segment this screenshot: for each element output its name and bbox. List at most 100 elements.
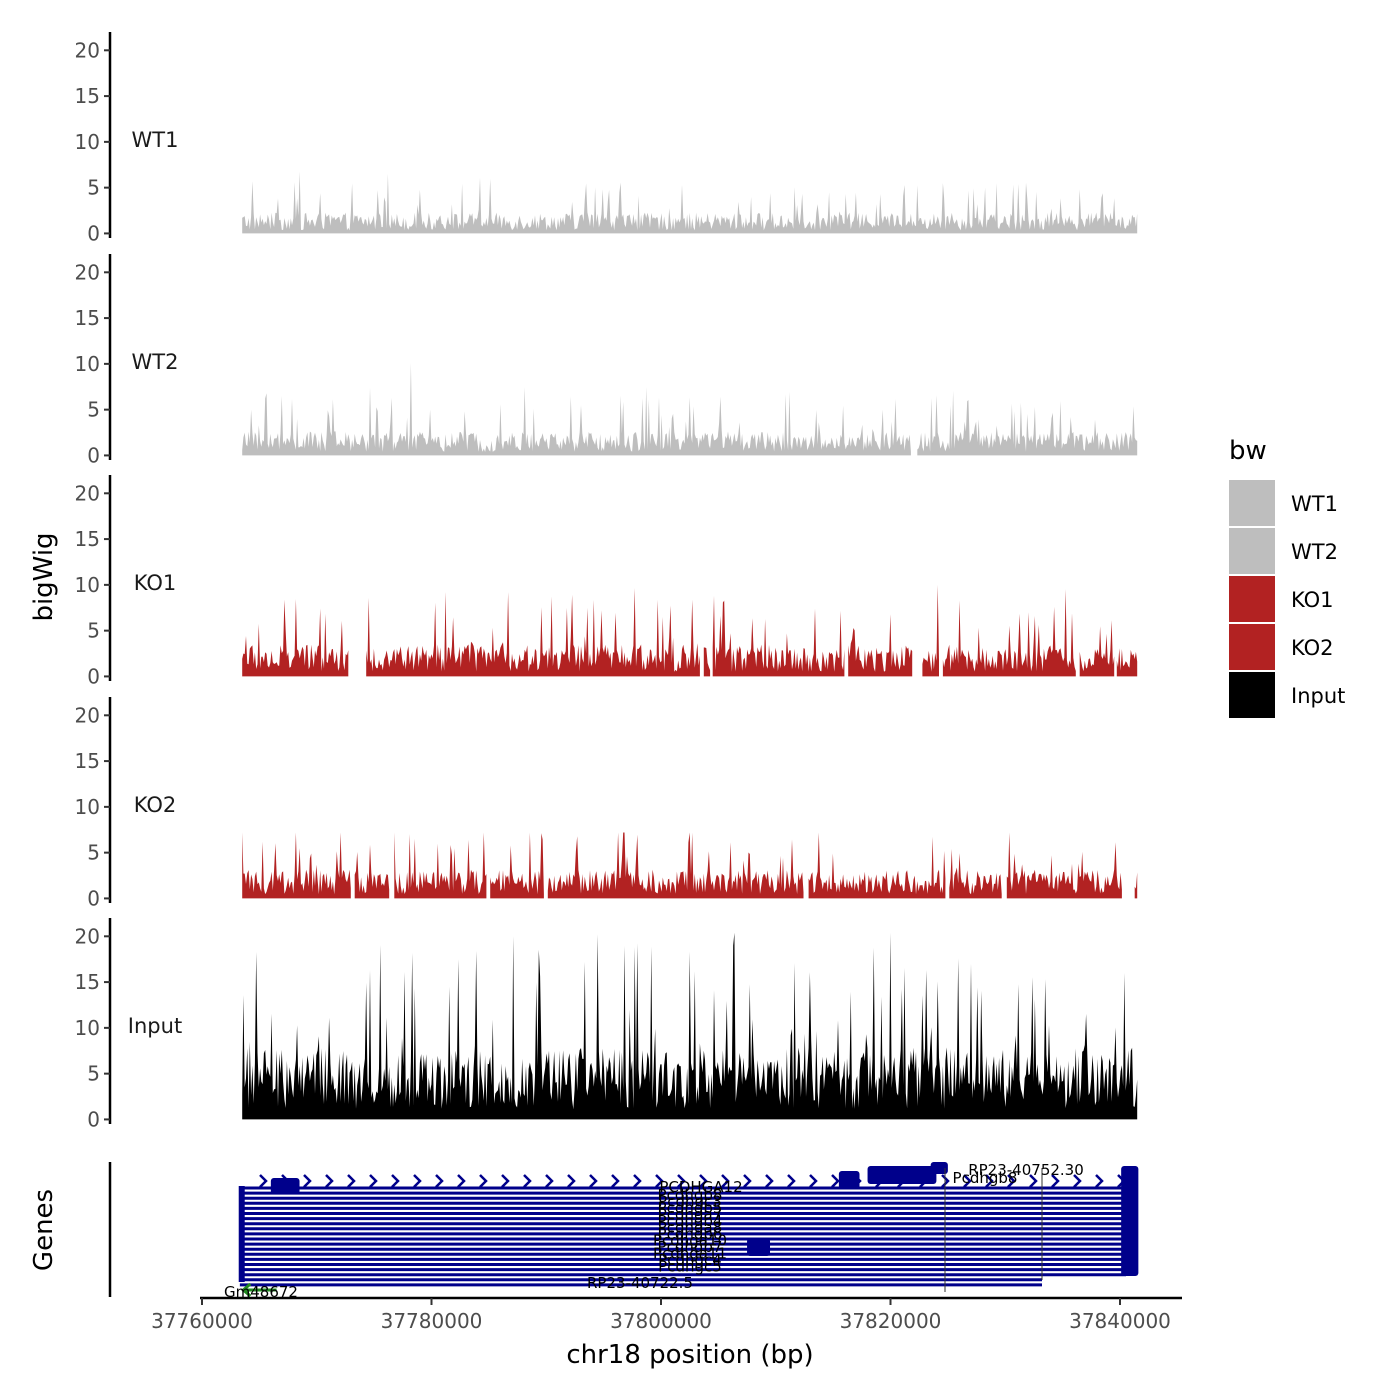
- exon-block: [930, 1162, 948, 1174]
- y-tick-label: 20: [75, 924, 100, 948]
- legend-swatch: [1229, 624, 1275, 670]
- strand-chevron: [501, 1174, 510, 1188]
- signal-area: [394, 832, 487, 899]
- y-tick-label: 15: [75, 306, 100, 330]
- y-tick-label: 20: [75, 260, 100, 284]
- gene-track: RP23-40752.30 PCDHGA12 RP23-40722.5 Gm48672…: [108, 1161, 1139, 1301]
- y-tick-label: 0: [87, 664, 100, 688]
- gene-label: Pcdhgb6: [658, 1225, 723, 1243]
- gene-label: Pcdhgc4: [658, 1251, 722, 1269]
- legend-swatch: [1229, 672, 1275, 718]
- x-tick-label: 37780000: [381, 1309, 483, 1333]
- strand-chevron: [1095, 1174, 1104, 1188]
- strand-chevron: [1051, 1174, 1060, 1188]
- signal-area: [490, 832, 544, 899]
- strand-chevron: [567, 1174, 576, 1188]
- strand-chevron: [963, 1174, 972, 1188]
- y-tick-label: 10: [75, 1016, 100, 1040]
- strand-chevron: [699, 1174, 708, 1188]
- signal-area: [242, 363, 911, 456]
- strand-chevron: [259, 1174, 268, 1188]
- legend-label: KO1: [1291, 588, 1334, 612]
- gene-label: Pcdhgb5: [658, 1199, 723, 1217]
- gene-label: PCDHGA12: [659, 1178, 742, 1196]
- x-tick-label: 37840000: [1069, 1309, 1171, 1333]
- legend-swatch: [1229, 528, 1275, 574]
- gene-label: Pcdhgb4: [658, 1212, 723, 1230]
- signal-area: [1079, 620, 1115, 677]
- legend-label: WT1: [1291, 492, 1338, 516]
- y-tick-label: 20: [75, 38, 100, 62]
- signal-area: [242, 599, 349, 677]
- strand-chevron: [1029, 1174, 1038, 1188]
- strand-chevron: [831, 1174, 840, 1188]
- gene-label: Gm48672: [224, 1283, 298, 1301]
- y-tick-label: 0: [87, 221, 100, 245]
- track-wt2: 0 5 10 15 20 WT2: [75, 254, 1138, 467]
- x-axis: 37760000 37780000 37800000 37820000 37840000: [151, 1296, 1182, 1333]
- strand-chevron: [589, 1174, 598, 1188]
- x-tick-label: 37820000: [840, 1309, 942, 1333]
- exon-block: [838, 1171, 860, 1189]
- track-input: 0 5 10 15 20 Input: [75, 918, 1138, 1131]
- track-ko1: 0 5 10 15 20 KO1: [75, 475, 1138, 688]
- strand-chevron: [941, 1174, 950, 1188]
- gene-label: Pcdhgc3: [658, 1193, 722, 1211]
- y-tick-label: 0: [87, 1107, 100, 1131]
- signal-area: [547, 832, 804, 899]
- track-label: WT1: [132, 128, 179, 152]
- gene-label: Pcdhga10: [653, 1232, 727, 1250]
- y-tick-label: 15: [75, 970, 100, 994]
- track-label: WT2: [132, 350, 179, 374]
- strand-chevron: [655, 1174, 664, 1188]
- y-tick-label: 10: [75, 795, 100, 819]
- y-tick-label: 5: [87, 398, 100, 422]
- y-tick-label: 10: [75, 573, 100, 597]
- strand-chevron: [677, 1174, 686, 1188]
- legend-title: bw: [1229, 436, 1267, 466]
- exon-block: [238, 1186, 245, 1282]
- legend-label: KO2: [1291, 636, 1334, 660]
- track-wt1: 0 5 10 15 20 WT1: [75, 32, 1138, 245]
- signal-area: [366, 588, 700, 677]
- strand-chevron: [457, 1174, 466, 1188]
- signal-area: [848, 614, 913, 677]
- y-tick-label: 0: [87, 886, 100, 910]
- strand-chevron: [633, 1174, 642, 1188]
- signal-area: [949, 849, 1002, 899]
- track-ko2: 0 5 10 15 20 KO2: [75, 697, 1138, 910]
- strand-chevron: [347, 1174, 356, 1188]
- gene-label: Pcdhgb8: [953, 1169, 1018, 1187]
- strand-chevron: [985, 1174, 994, 1188]
- track-label: KO1: [134, 571, 177, 595]
- track-label: Input: [128, 1014, 182, 1038]
- signal-area: [1006, 832, 1122, 899]
- y-tick-label: 5: [87, 841, 100, 865]
- strand-chevron: [391, 1174, 400, 1188]
- y-tick-label: 5: [87, 619, 100, 643]
- signal-area: [1134, 872, 1138, 899]
- strand-chevron: [721, 1174, 730, 1188]
- legend-label: WT2: [1291, 540, 1338, 564]
- legend-swatch: [1229, 576, 1275, 622]
- genes-axis-title: Genes: [29, 1189, 59, 1271]
- y-tick-label: 10: [75, 352, 100, 376]
- gene-label: Pcdhga7: [658, 1206, 723, 1224]
- y-tick-label: 10: [75, 130, 100, 154]
- strand-chevron: [545, 1174, 554, 1188]
- strand-chevron: [523, 1174, 532, 1188]
- strand-chevron: [787, 1174, 796, 1188]
- y-tick-label: 15: [75, 527, 100, 551]
- strand-chevron: [809, 1174, 818, 1188]
- gene-label: Pcdhgb7: [658, 1238, 723, 1256]
- y-tick-label: 20: [75, 703, 100, 727]
- y-tick-label: 20: [75, 481, 100, 505]
- gene-label: Pcdhga11: [653, 1245, 727, 1263]
- x-axis-title: chr18 position (bp): [566, 1340, 813, 1370]
- legend-swatch: [1229, 480, 1275, 526]
- exon-block: [867, 1166, 937, 1184]
- strand-chevron: [435, 1174, 444, 1188]
- strand-chevron: [765, 1174, 774, 1188]
- gene-label: RP23-40752.30: [968, 1161, 1084, 1179]
